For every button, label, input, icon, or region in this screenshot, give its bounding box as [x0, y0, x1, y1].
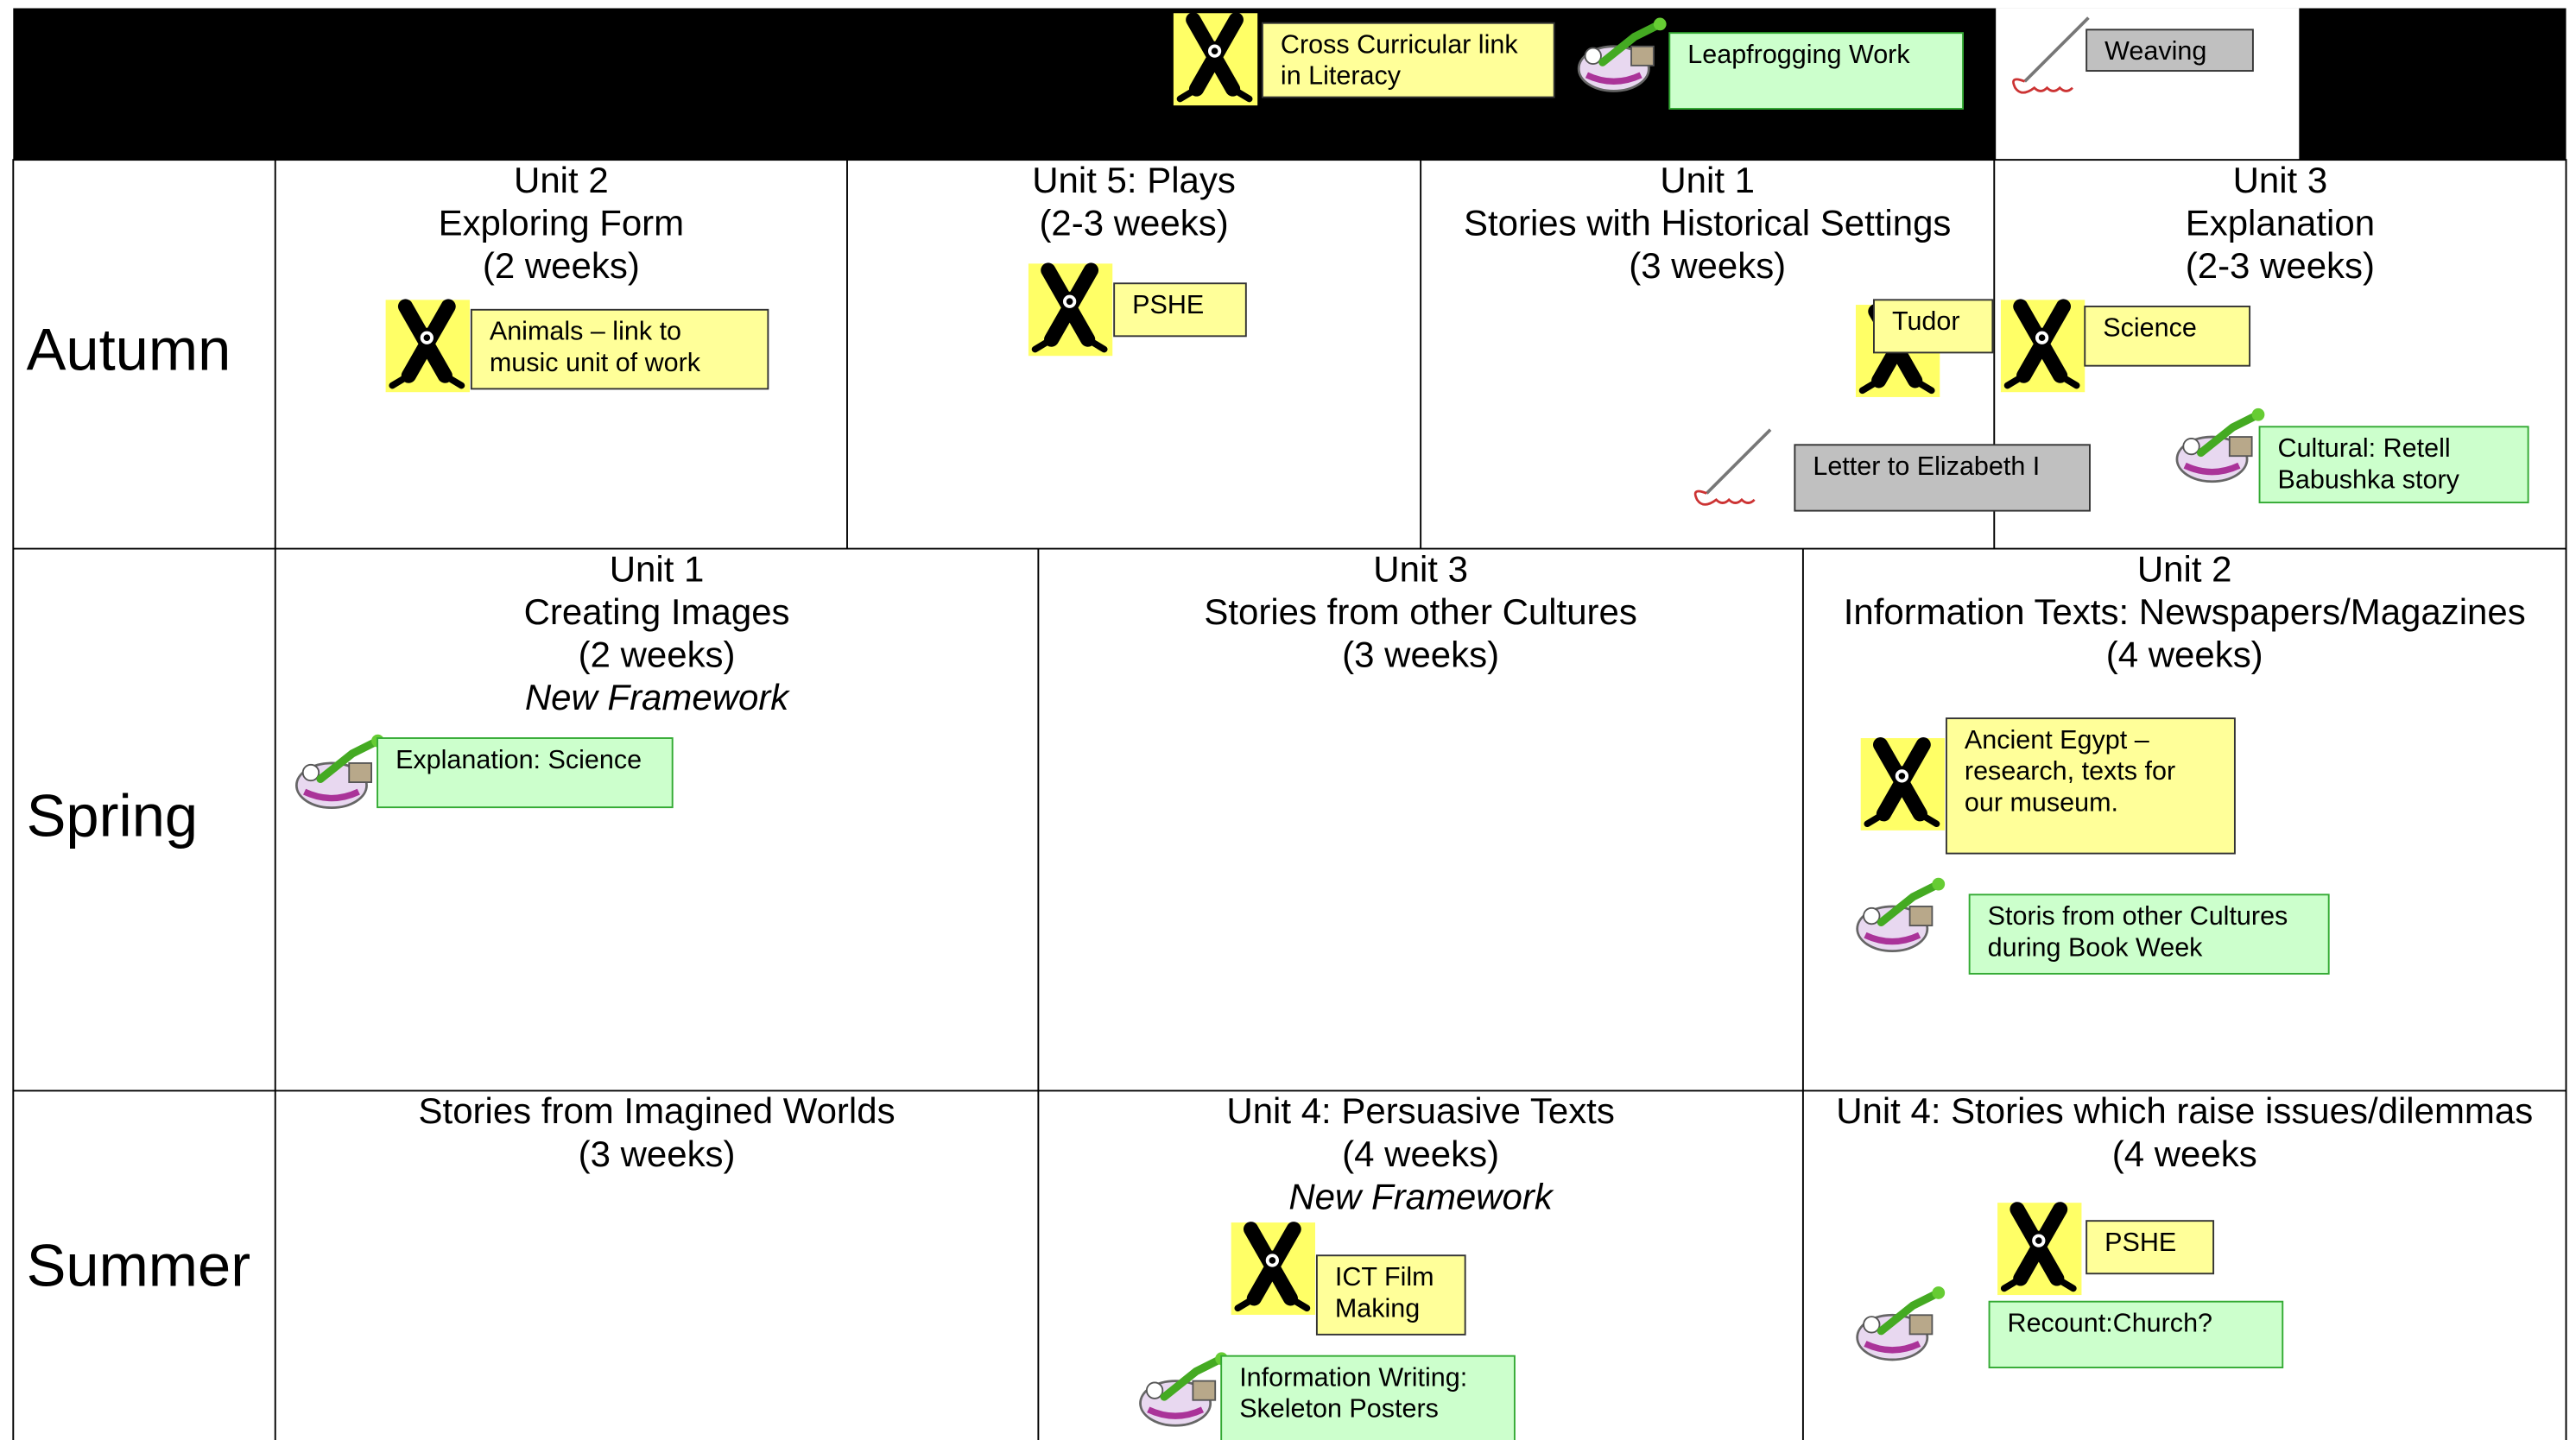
- cross-icon: [1861, 738, 1945, 831]
- cell-heading: Stories from other Cultures: [1204, 591, 1636, 632]
- cross-icon: [1174, 13, 1257, 105]
- note-text: Skeleton Posters: [1239, 1394, 1439, 1424]
- note-text: Explanation: Science: [396, 745, 642, 774]
- cell-heading: (2-3 weeks): [1039, 203, 1228, 243]
- cell-heading: Unit 4: Persuasive Texts: [1226, 1090, 1614, 1131]
- cell-heading: Unit 1: [1660, 160, 1755, 200]
- note-text: Cross Curricular link: [1281, 29, 1518, 59]
- note-text: Babushka story: [2278, 464, 2460, 494]
- cell-heading: Stories from Imagined Worlds: [419, 1090, 896, 1131]
- cell-heading: (2-3 weeks): [2186, 245, 2375, 286]
- note-text: Recount:Church?: [2008, 1308, 2212, 1337]
- cell-heading: Unit 3: [2233, 160, 2328, 200]
- note-text: music unit of work: [490, 348, 701, 377]
- cross-icon: [2001, 300, 2085, 392]
- cell-heading: (3 weeks): [1629, 245, 1786, 286]
- cross-icon: [1029, 263, 1112, 356]
- cell-heading: Exploring Form: [439, 203, 685, 243]
- cell-heading: (2 weeks): [579, 635, 736, 675]
- framework-flag: New Framework: [1288, 1176, 1554, 1216]
- cell-heading: Creating Images: [524, 591, 790, 632]
- note-text: Ancient Egypt –: [1965, 725, 2149, 755]
- note-text: during Book Week: [1988, 932, 2204, 962]
- weave-icon: [1693, 427, 1773, 507]
- note-text: Letter to Elizabeth I: [1813, 452, 2040, 481]
- cell-heading: (4 weeks): [2106, 635, 2263, 675]
- cross-note-box: [1315, 1254, 1466, 1336]
- leap-icon: [2177, 408, 2264, 482]
- cross-icon: [1997, 1203, 2081, 1295]
- note-text: Cultural: Retell: [2278, 433, 2451, 463]
- cell-heading: Unit 1: [610, 548, 705, 589]
- note-text: our museum.: [1965, 787, 2118, 817]
- note-text: Weaving: [2104, 36, 2206, 66]
- cell-heading: Unit 3: [1373, 548, 1468, 589]
- note-text: research, texts for: [1965, 756, 2175, 786]
- cell-heading: Unit 4: Stories which raise issues/dilem…: [1836, 1090, 2533, 1131]
- cell-heading: (3 weeks): [579, 1134, 736, 1174]
- cell-heading: (2 weeks): [483, 245, 640, 286]
- leap-icon: [1141, 1352, 1228, 1425]
- cell-heading: Stories with Historical Settings: [1464, 203, 1951, 243]
- cell-heading: (4 weeks: [2112, 1134, 2257, 1174]
- leap-note-box: [1968, 894, 2330, 975]
- season-label: Summer: [27, 1233, 251, 1299]
- note-text: Information Writing:: [1239, 1362, 1467, 1392]
- leap-note-box: [377, 737, 674, 809]
- cross-note-box: [1945, 717, 2236, 855]
- note-text: Making: [1335, 1293, 1420, 1323]
- season-label: Spring: [27, 783, 199, 849]
- note-text: Leapfrogging Work: [1687, 40, 1910, 69]
- season-label: Autumn: [27, 316, 231, 382]
- note-text: PSHE: [1132, 290, 1204, 319]
- grid: [12, 159, 2567, 1440]
- note-text: ICT Film: [1335, 1262, 1434, 1292]
- leap-icon: [1858, 1286, 1945, 1360]
- note-text: in Literacy: [1281, 61, 1402, 91]
- cross-note-box: [1113, 282, 1247, 338]
- leap-note-box: [1220, 1355, 1516, 1440]
- cell-heading: Unit 5: Plays: [1032, 160, 1236, 200]
- cross-note-box: [1261, 22, 1555, 98]
- cell-heading: (3 weeks): [1342, 635, 1499, 675]
- header-title: Name of unit, time Scale and reference t…: [27, 28, 885, 68]
- leap-note-box: [1988, 1300, 2284, 1368]
- note-text: Storis from other Cultures: [1988, 901, 2288, 931]
- leap-icon: [296, 735, 383, 808]
- leap-note-box: [1668, 32, 1964, 110]
- note-text: Animals – link to: [490, 317, 681, 346]
- cross-note-box: [2085, 1220, 2215, 1275]
- cross-icon: [1231, 1222, 1315, 1315]
- cell-heading: Information Texts: Newspapers/Magazines: [1844, 591, 2526, 632]
- cell-heading: Explanation: [2186, 203, 2375, 243]
- cell-heading: Unit 2: [2137, 548, 2232, 589]
- framework-flag: New Framework: [525, 677, 790, 717]
- cross-note-box: [1873, 299, 1994, 354]
- cell-heading: (4 weeks): [1342, 1134, 1499, 1174]
- leap-note-box: [2258, 426, 2529, 504]
- weave-note-box: [2085, 28, 2254, 73]
- leap-icon: [1858, 878, 1945, 951]
- cross-note-box: [470, 308, 769, 390]
- cross-note-box: [2084, 306, 2251, 367]
- note-text: PSHE: [2104, 1228, 2176, 1257]
- note-text: Science: [2103, 313, 2197, 343]
- cell-heading: Unit 2: [514, 160, 609, 200]
- weave-note-box: [1794, 444, 2091, 512]
- note-text: Tudor: [1892, 306, 1960, 336]
- cross-icon: [386, 300, 470, 392]
